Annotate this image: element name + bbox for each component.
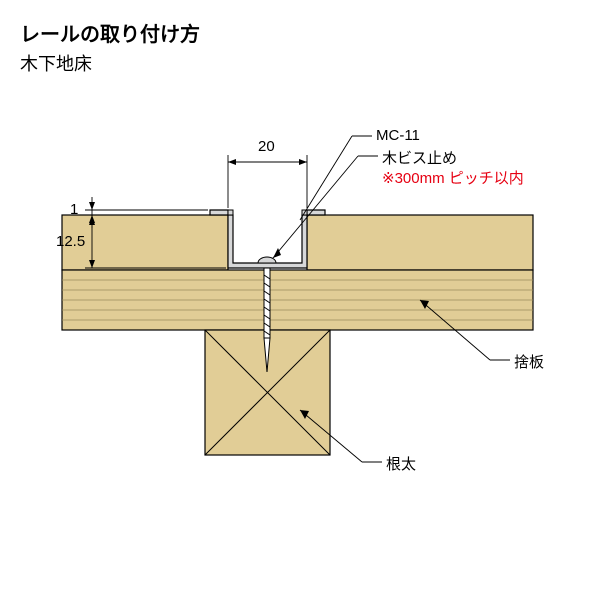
installation-diagram: 20 1 12.5 MC-11 木ビス止め ※300mm ピッチ以内 捨板 根太 xyxy=(0,100,600,580)
dim-width-20 xyxy=(228,155,307,208)
callout-mc11: MC-11 xyxy=(376,127,420,144)
floor-board xyxy=(62,215,533,270)
callout-subfloor: 捨板 xyxy=(514,351,544,372)
callout-mc11-leader xyxy=(300,136,372,220)
dim-depth-label: 12.5 xyxy=(56,233,85,250)
page-subtitle: 木下地床 xyxy=(20,50,92,76)
dim-width-label: 20 xyxy=(258,138,275,155)
callout-screw-note: 木ビス止め xyxy=(382,147,457,168)
dim-thickness-label: 1 xyxy=(70,201,78,218)
subfloor-board xyxy=(62,270,533,330)
page-title: レールの取り付け方 xyxy=(20,18,200,47)
callout-joist: 根太 xyxy=(386,453,416,474)
callout-pitch-note: ※300mm ピッチ以内 xyxy=(382,167,524,188)
